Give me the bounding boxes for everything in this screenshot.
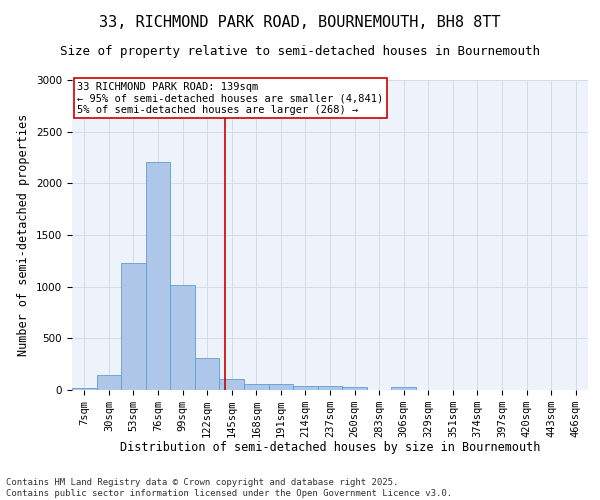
Bar (72, 388, 97, 390)
Bar (220, 379, 244, 390)
Text: 33 RICHMOND PARK ROAD: 139sqm
← 95% of semi-detached houses are smaller (4,841)
: 33 RICHMOND PARK ROAD: 139sqm ← 95% of s… (77, 82, 383, 115)
Bar (269, 384, 293, 390)
Bar (391, 388, 416, 390)
Bar (146, 162, 170, 390)
Text: Contains HM Land Registry data © Crown copyright and database right 2025.
Contai: Contains HM Land Registry data © Crown c… (6, 478, 452, 498)
Bar (170, 284, 195, 390)
Bar (318, 386, 342, 390)
Bar (342, 388, 367, 390)
Bar (293, 386, 318, 390)
Text: Size of property relative to semi-detached houses in Bournemouth: Size of property relative to semi-detach… (60, 45, 540, 58)
Bar (195, 358, 220, 390)
Bar (97, 374, 121, 390)
X-axis label: Distribution of semi-detached houses by size in Bournemouth: Distribution of semi-detached houses by … (120, 442, 540, 454)
Text: 33, RICHMOND PARK ROAD, BOURNEMOUTH, BH8 8TT: 33, RICHMOND PARK ROAD, BOURNEMOUTH, BH8… (99, 15, 501, 30)
Y-axis label: Number of semi-detached properties: Number of semi-detached properties (17, 114, 31, 356)
Bar (121, 263, 146, 390)
Bar (244, 384, 269, 390)
